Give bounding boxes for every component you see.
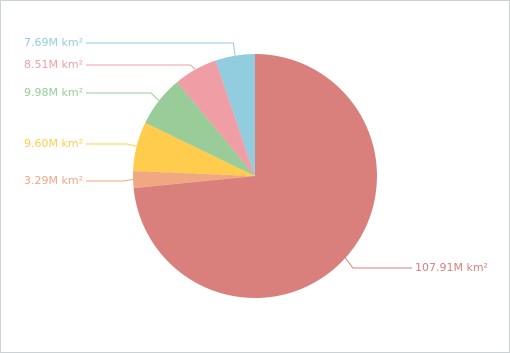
- pie-slice: [133, 122, 255, 176]
- pie-slice: [215, 54, 255, 176]
- pie-slice: [177, 60, 255, 177]
- data-label: 9.60M km²: [24, 137, 83, 150]
- leader-line: [86, 179, 134, 182]
- data-label: 8.51M km²: [24, 58, 83, 71]
- data-label: 107.91M km²: [415, 261, 488, 274]
- leader-line: [86, 64, 196, 70]
- data-label: 7.69M km²: [24, 36, 83, 49]
- leader-line: [345, 257, 412, 269]
- leader-line: [86, 143, 137, 147]
- pie-slice: [133, 54, 377, 299]
- data-label: 3.29M km²: [24, 174, 83, 187]
- data-label: 9.98M km²: [24, 86, 83, 99]
- leader-line: [86, 42, 236, 56]
- pie-slice: [145, 82, 255, 176]
- pie-slice: [132, 170, 255, 189]
- leader-line: [86, 92, 160, 102]
